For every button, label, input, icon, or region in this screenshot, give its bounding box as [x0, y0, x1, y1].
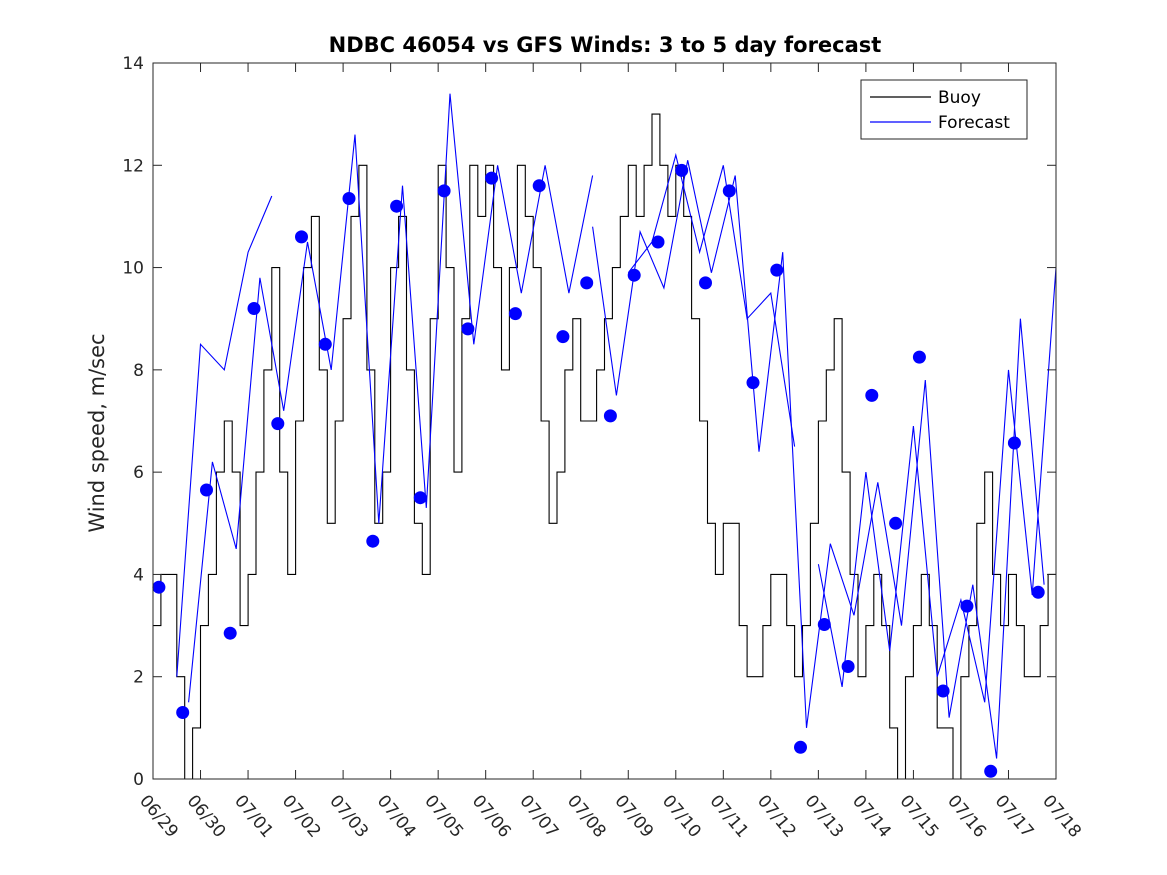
forecast-point [556, 330, 570, 344]
y-tick-label: 0 [133, 770, 144, 790]
x-tick-label: 07/08 [563, 791, 610, 841]
forecast-point [176, 706, 190, 719]
forecast-point [912, 350, 926, 364]
buoy-series-line [153, 113, 1056, 780]
forecast-point [603, 409, 617, 423]
x-tick-label: 07/05 [420, 791, 467, 841]
x-tick-label: 06/30 [183, 791, 230, 841]
x-axis: 06/29 06/30 07/01 07/02 07/03 07/04 07/05 07/06… [135, 63, 1085, 842]
forecast-point [651, 235, 665, 249]
forecast-point [485, 171, 499, 185]
x-tick-label: 06/29 [135, 791, 182, 841]
forecast-point [960, 599, 974, 613]
y-tick-label: 8 [133, 361, 144, 381]
x-tick-label: 07/01 [230, 791, 277, 841]
y-tick-label: 12 [122, 156, 144, 176]
legend-box [860, 79, 1028, 140]
forecast-point [1007, 436, 1021, 450]
forecast-point [722, 184, 736, 198]
y-tick-label: 6 [133, 463, 144, 483]
y-tick-label: 10 [122, 259, 144, 279]
axes-box [152, 62, 1057, 780]
forecast-point [295, 230, 308, 244]
forecast-point [627, 268, 641, 282]
forecast-point [508, 307, 522, 321]
chart-title: NDBC 46054 vs GFS Winds: 3 to 5 day fore… [329, 33, 882, 57]
x-tick-label: 07/14 [848, 791, 895, 841]
x-tick-label: 07/09 [610, 791, 657, 841]
forecast-point [271, 417, 285, 431]
y-tick-label: 14 [122, 54, 144, 74]
forecast-point [889, 516, 903, 530]
forecast-point [152, 580, 166, 594]
forecast-point [413, 491, 427, 505]
x-tick-label: 07/10 [658, 791, 705, 841]
plot-area [152, 93, 1057, 780]
x-tick-label: 07/04 [373, 791, 420, 841]
x-tick-label: 07/12 [753, 791, 800, 841]
x-tick-label: 07/18 [1038, 791, 1085, 841]
forecast-point [318, 337, 332, 351]
forecast-run-line-4 [627, 152, 796, 447]
forecast-point [342, 192, 356, 205]
y-tick-label: 2 [133, 668, 144, 688]
forecast-point [437, 184, 451, 198]
legend-buoy-label: Buoy [938, 88, 981, 108]
x-tick-label: 07/13 [801, 791, 848, 841]
legend: Buoy Forecast [860, 79, 1028, 140]
x-tick-label: 07/03 [325, 791, 372, 841]
forecast-point [984, 764, 998, 778]
x-tick-label: 07/15 [896, 791, 943, 841]
x-tick-label: 07/16 [943, 791, 990, 841]
forecast-run-line-1 [176, 195, 273, 677]
forecast-point [247, 302, 261, 315]
forecast-point [841, 660, 855, 673]
y-axis: 0 2 4 6 8 10 12 14 [122, 54, 1056, 790]
forecast-point [770, 263, 784, 277]
x-tick-label: 07/06 [468, 791, 515, 841]
forecast-point [200, 483, 213, 497]
x-tick-label: 07/02 [278, 791, 325, 841]
legend-forecast-label: Forecast [938, 113, 1010, 133]
forecast-point [817, 618, 831, 631]
x-tick-label: 07/17 [991, 791, 1038, 841]
forecast-point [794, 740, 807, 754]
forecast-point [746, 376, 760, 390]
y-axis-label: Wind speed, m/sec [85, 333, 109, 532]
forecast-point [675, 163, 689, 177]
x-tick-label: 07/07 [515, 791, 562, 841]
forecast-run-line-2 [188, 93, 594, 703]
forecast-point [461, 322, 475, 336]
forecast-point [936, 684, 950, 698]
forecast-point [532, 179, 546, 193]
y-tick-label: 4 [133, 565, 144, 585]
forecast-point [223, 626, 237, 640]
forecast-point [865, 388, 879, 402]
forecast-point [366, 534, 380, 548]
x-tick-label: 07/11 [705, 791, 752, 841]
forecast-point [580, 276, 594, 290]
forecast-point [390, 199, 404, 213]
forecast-point [1031, 585, 1045, 599]
forecast-point [699, 276, 712, 290]
